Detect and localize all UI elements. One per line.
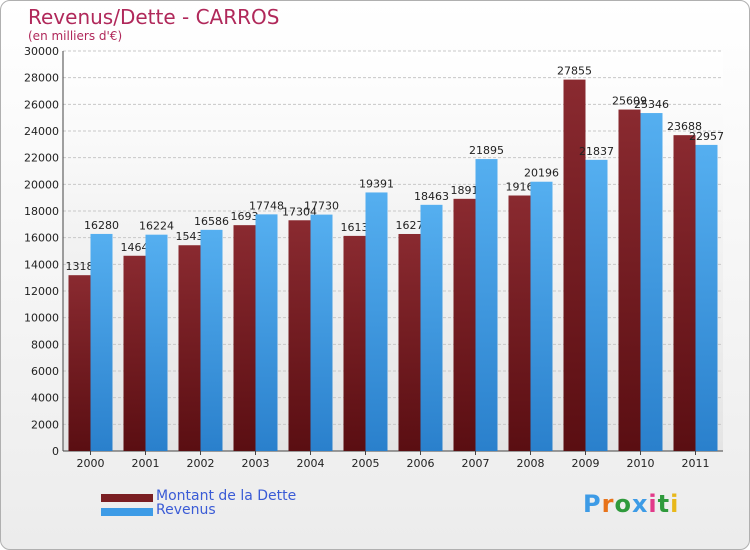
y-tick-label: 30000 (24, 45, 59, 58)
x-tick-label: 2002 (187, 457, 215, 470)
y-tick-label: 0 (52, 445, 59, 458)
data-label-revenue: 16280 (84, 219, 119, 232)
y-tick-label: 10000 (24, 312, 59, 325)
data-label-revenue: 22957 (689, 130, 724, 143)
bar-debt (68, 275, 91, 451)
y-tick-label: 4000 (31, 392, 59, 405)
data-label-revenue: 17730 (304, 200, 339, 213)
bar-debt (178, 245, 201, 451)
logo-letter: t (657, 490, 671, 518)
bar-revenue (200, 229, 223, 451)
chart-title: Revenus/Dette - CARROS (28, 5, 280, 29)
data-label-debt: 1318 (66, 260, 94, 273)
y-tick-label: 6000 (31, 365, 59, 378)
bar-debt (123, 255, 146, 451)
y-tick-label: 20000 (24, 178, 59, 191)
x-tick-label: 2005 (352, 457, 380, 470)
legend-swatch-revenue (101, 508, 153, 516)
data-label-revenue: 16586 (194, 215, 229, 228)
data-label-debt: 1464 (121, 241, 149, 254)
logo-letter: i (648, 490, 658, 518)
plot-area (63, 51, 723, 451)
legend-swatch-debt (101, 494, 153, 502)
bar-debt (618, 109, 641, 452)
legend-label-debt: Montant de la Dette (156, 488, 297, 504)
data-label-debt: 1543 (176, 230, 204, 243)
x-tick-label: 2001 (132, 457, 160, 470)
x-tick-label: 2003 (242, 457, 270, 470)
data-label-revenue: 16224 (139, 220, 174, 233)
data-label-debt: 1916 (506, 181, 534, 194)
y-tick-label: 14000 (24, 258, 59, 271)
x-tick-label: 2006 (407, 457, 435, 470)
x-tick-label: 2010 (627, 457, 655, 470)
logo-letter: o (614, 490, 632, 518)
y-tick-label: 12000 (24, 285, 59, 298)
chart-subtitle: (en milliers d'€) (28, 29, 123, 43)
x-tick-label: 2000 (77, 457, 105, 470)
bar-revenue (90, 233, 113, 451)
bar-revenue (530, 181, 553, 451)
bar-debt (288, 220, 311, 451)
bar-debt (398, 233, 421, 451)
x-tick-label: 2007 (462, 457, 490, 470)
data-label-revenue: 18463 (414, 190, 449, 203)
data-label-debt: 1693 (231, 210, 259, 223)
bar-revenue (420, 204, 443, 451)
x-tick-label: 2008 (517, 457, 545, 470)
bar-debt (673, 135, 696, 451)
bar-debt (453, 198, 476, 451)
bar-debt (563, 79, 586, 451)
y-tick-label: 22000 (24, 152, 59, 165)
x-tick-label: 2009 (572, 457, 600, 470)
data-label-revenue: 17748 (249, 199, 284, 212)
bar-revenue (255, 214, 278, 451)
bar-debt (233, 225, 256, 451)
y-tick-label: 24000 (24, 125, 59, 138)
bar-revenue (695, 144, 718, 451)
logo-letter: x (631, 490, 649, 518)
x-tick-label: 2004 (297, 457, 325, 470)
data-label-debt: 25609 (612, 95, 647, 108)
bar-debt (343, 235, 366, 451)
data-label-revenue: 21837 (579, 145, 614, 158)
bar-revenue (145, 234, 168, 451)
bar-revenue (640, 113, 663, 451)
logo-letter: i (670, 490, 680, 518)
data-label-revenue: 20196 (524, 167, 559, 180)
legend-label-revenue: Revenus (156, 502, 216, 518)
data-label-revenue: 19391 (359, 177, 394, 190)
proxiti-logo: Proxiti (583, 490, 679, 518)
y-tick-label: 2000 (31, 418, 59, 431)
y-tick-label: 16000 (24, 232, 59, 245)
y-tick-label: 26000 (24, 98, 59, 111)
logo-letter: P (583, 490, 602, 518)
y-tick-label: 8000 (31, 338, 59, 351)
data-label-revenue: 21895 (469, 144, 504, 157)
bar-revenue (365, 192, 388, 451)
data-label-debt: 1891 (451, 184, 479, 197)
x-tick-label: 2011 (682, 457, 710, 470)
data-label-debt: 23688 (667, 120, 702, 133)
bar-revenue (585, 159, 608, 451)
data-label-debt: 1613 (341, 221, 369, 234)
bar-debt (508, 195, 531, 451)
bar-revenue (310, 214, 333, 451)
bar-revenue (475, 159, 498, 452)
y-tick-label: 18000 (24, 205, 59, 218)
data-label-debt: 27855 (557, 65, 592, 78)
data-label-debt: 17304 (282, 205, 317, 218)
data-label-debt: 1627 (396, 219, 424, 232)
data-label-revenue: 25346 (634, 98, 669, 111)
y-tick-label: 28000 (24, 72, 59, 85)
logo-letter: r (601, 490, 615, 518)
